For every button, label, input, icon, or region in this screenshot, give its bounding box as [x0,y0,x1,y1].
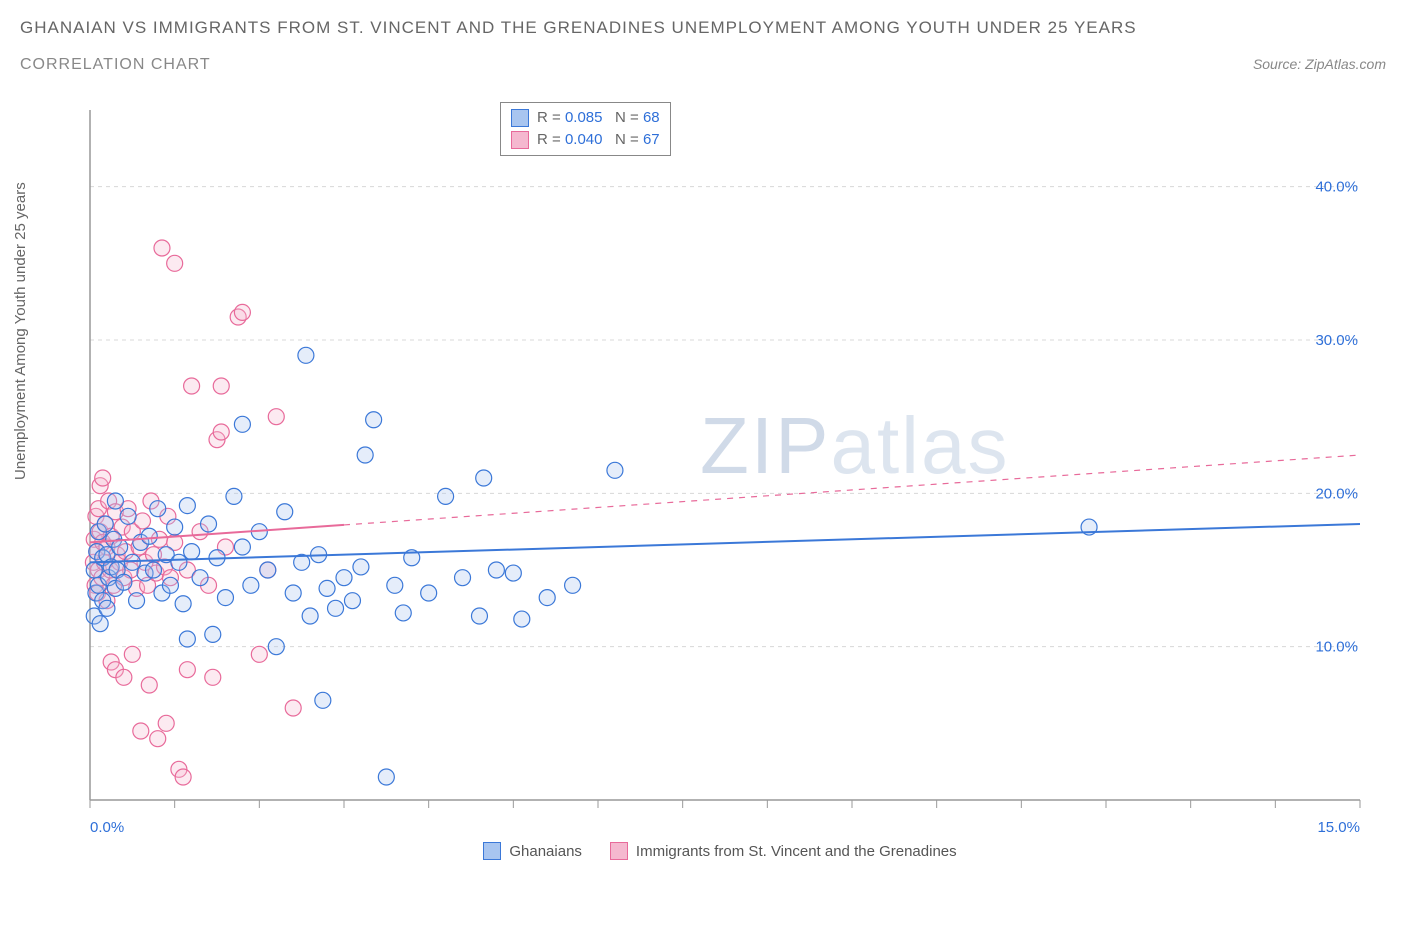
source-name: ZipAtlas.com [1305,56,1386,72]
legend-swatch-icon [511,109,529,127]
scatter-chart-svg: 0.0% 15.0% 10.0% 20.0% 30.0% 40.0% [60,100,1380,860]
legend-stat-row: R = 0.085 N = 68 [511,107,660,129]
chart-title: GHANAIAN VS IMMIGRANTS FROM ST. VINCENT … [20,18,1386,38]
chart-subtitle: CORRELATION CHART [20,56,211,74]
legend-stat-text: R = 0.040 N = 67 [537,129,660,151]
y-axis-label: Unemployment Among Youth under 25 years [12,182,29,480]
chart-plot-area: 0.0%15.0%10.0%20.0%30.0%40.0% ZIPatlas R… [60,100,1380,860]
source-attribution: Source: ZipAtlas.com [1253,56,1386,72]
svg-text:20.0%: 20.0% [1315,485,1358,502]
legend-stat-text: R = 0.085 N = 68 [537,107,660,129]
legend-swatch-icon [610,842,628,860]
svg-text:10.0%: 10.0% [1315,639,1358,656]
stats-legend-box: R = 0.085 N = 68R = 0.040 N = 67 [500,102,671,156]
legend-item-label: Immigrants from St. Vincent and the Gren… [636,843,957,860]
series-legend: Ghanaians Immigrants from St. Vincent and… [60,842,1380,860]
svg-text:15.0%: 15.0% [1317,819,1360,836]
legend-stat-row: R = 0.040 N = 67 [511,129,660,151]
legend-item: Immigrants from St. Vincent and the Gren… [610,842,957,860]
legend-swatch-icon [511,131,529,149]
source-label: Source: [1253,56,1301,72]
svg-text:40.0%: 40.0% [1315,179,1358,196]
svg-text:0.0%: 0.0% [90,819,124,836]
svg-text:30.0%: 30.0% [1315,332,1358,349]
legend-item-label: Ghanaians [509,843,582,860]
chart-header: GHANAIAN VS IMMIGRANTS FROM ST. VINCENT … [0,0,1406,74]
legend-item: Ghanaians [483,842,582,860]
legend-swatch-icon [483,842,501,860]
